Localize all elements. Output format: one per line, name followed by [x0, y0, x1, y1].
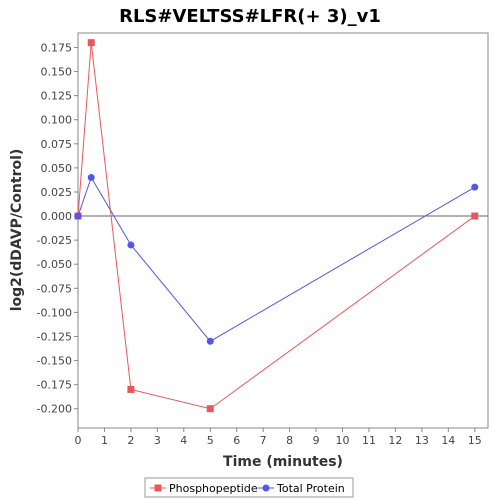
x-tick-label: 1 — [101, 434, 108, 447]
data-point — [206, 405, 214, 413]
y-tick-label: -0.075 — [37, 282, 72, 295]
data-point — [127, 385, 135, 393]
y-tick-label: -0.050 — [37, 258, 72, 271]
y-tick-label: 0.175 — [41, 41, 73, 54]
legend-marker — [262, 484, 270, 492]
plot-area — [77, 32, 489, 429]
chart-title: RLS#VELTSS#LFR(+ 3)_v1 — [119, 6, 381, 27]
y-axis-label: log2(dDAVP/Control) — [9, 149, 25, 312]
x-axis-label: Time (minutes) — [223, 454, 343, 470]
y-tick-label: -0.025 — [37, 234, 72, 247]
legend-label: Phosphopeptide — [169, 482, 258, 495]
y-tick-label: 0.025 — [41, 186, 73, 199]
x-tick-label: 2 — [127, 434, 134, 447]
y-tick-label: -0.100 — [37, 306, 72, 319]
x-tick-label: 15 — [468, 434, 482, 447]
data-point — [74, 212, 82, 220]
legend-box — [144, 477, 354, 498]
x-tick-label: 3 — [154, 434, 161, 447]
y-tick-label: 0.125 — [41, 90, 73, 103]
series-layer — [74, 39, 479, 413]
x-tick-label: 5 — [207, 434, 214, 447]
x-tick-label: 8 — [286, 434, 293, 447]
x-tick-label: 0 — [75, 434, 82, 447]
y-tick-label: 0.050 — [41, 162, 73, 175]
x-tick-label: 6 — [233, 434, 240, 447]
data-point — [87, 174, 95, 182]
x-tick-label: 4 — [180, 434, 187, 447]
legend-label: Total Protein — [276, 482, 345, 495]
y-tick-label: -0.150 — [37, 355, 72, 368]
x-tick-label: 11 — [362, 434, 376, 447]
x-tick-label: 7 — [260, 434, 267, 447]
data-point — [87, 39, 95, 47]
y-tick-label: -0.200 — [37, 403, 72, 416]
x-tick-label: 12 — [388, 434, 402, 447]
x-tick-label: 14 — [441, 434, 455, 447]
y-tick-label: 0.075 — [41, 138, 73, 151]
y-axis: 0.175 0.150 0.125 0.100 0.075 0.050 0.025 0.000… — [37, 41, 78, 416]
y-tick-label: 0.000 — [41, 210, 73, 223]
y-tick-label: 0.100 — [41, 114, 73, 127]
data-point — [471, 212, 479, 220]
x-axis: 0 1 2 3 4 5 6 7 8 9 10 11 12 13 14 15 — [75, 428, 482, 447]
legend-marker — [154, 484, 162, 492]
y-tick-label: 0.150 — [41, 66, 73, 79]
x-tick-label: 10 — [336, 434, 350, 447]
data-point — [206, 337, 214, 345]
legend: Phosphopeptide Total Protein — [144, 477, 354, 498]
data-point — [471, 183, 479, 191]
x-tick-label: 9 — [313, 434, 320, 447]
x-tick-label: 13 — [415, 434, 429, 447]
data-point — [127, 241, 135, 249]
y-tick-label: -0.175 — [37, 379, 72, 392]
y-tick-label: -0.125 — [37, 330, 72, 343]
